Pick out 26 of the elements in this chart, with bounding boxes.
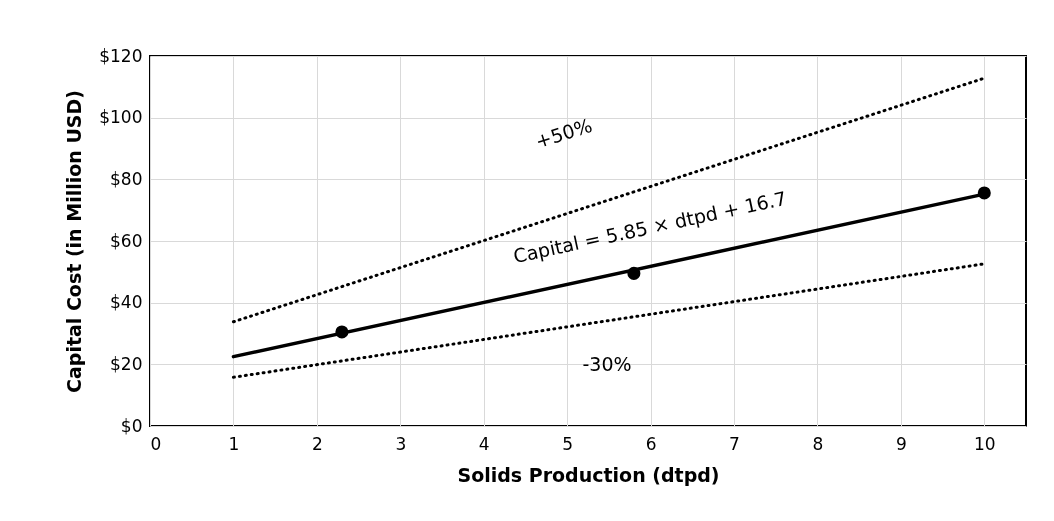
x-tick-label: 2 — [311, 433, 323, 454]
x-tick-label: 6 — [645, 433, 657, 454]
point — [627, 266, 641, 280]
y-axis-title: Capital Cost (in Million USD) — [63, 90, 86, 393]
x-tick-label: 10 — [973, 433, 996, 454]
x-tick-label: 4 — [478, 433, 490, 454]
y-tick-label: $60 — [110, 230, 143, 251]
point — [977, 186, 991, 200]
y-tick-label: $120 — [99, 45, 143, 66]
y-tick-label: $80 — [110, 168, 143, 189]
y-tick-label: $20 — [110, 353, 143, 374]
x-tick-label: 9 — [895, 433, 907, 454]
y-tick-label: $0 — [120, 415, 143, 436]
x-tick-label: 7 — [729, 433, 740, 454]
x-tick-label: 8 — [812, 433, 824, 454]
x-tick-label: 3 — [395, 433, 407, 454]
x-tick-label: 0 — [150, 433, 162, 454]
x-tick-label: 1 — [228, 433, 240, 454]
x-axis-title: Solids Production (dtpd) — [457, 463, 720, 486]
point — [335, 325, 349, 339]
annotation: -30% — [582, 353, 632, 375]
annotation: Capital = 5.85 × dtpd + 16.7 — [511, 186, 789, 268]
y-tick-label: $100 — [99, 107, 143, 128]
annotation: +50% — [532, 113, 595, 153]
x-tick-label: 5 — [562, 433, 574, 454]
y-tick-label: $40 — [110, 292, 143, 313]
